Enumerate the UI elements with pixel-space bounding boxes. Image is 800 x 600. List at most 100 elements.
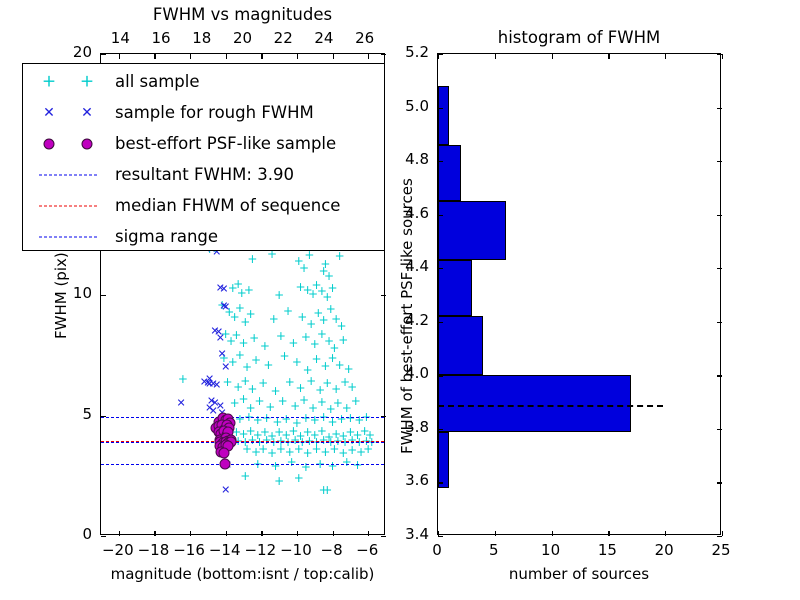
scatter-point: +: [302, 362, 313, 377]
circle-icon: [81, 138, 93, 149]
hist-y-tick-label: 4.0: [405, 364, 429, 383]
scatter-point: +: [307, 286, 318, 301]
hist-y-tick-label: 4.8: [405, 150, 429, 169]
scatter-point: +: [318, 313, 329, 328]
scatter-point: +: [297, 309, 308, 324]
hist-y-tick-right: [717, 54, 722, 56]
hist-x-tick: [665, 531, 667, 536]
hist-y-tick: [438, 428, 443, 431]
scatter-point: [217, 412, 229, 424]
scatter-point: [213, 420, 225, 432]
scatter-point: +: [240, 373, 251, 388]
scatter-point: ✕: [205, 372, 215, 386]
hist-x-tick-top: [608, 54, 610, 59]
scatter-point: +: [238, 391, 249, 406]
scatter-point: +: [331, 426, 342, 441]
scatter-point: +: [356, 444, 367, 459]
scatter-point: [214, 434, 226, 446]
x-tick-label-top: 16: [151, 29, 171, 47]
scatter-point: +: [316, 395, 327, 410]
scatter-point: +: [347, 432, 358, 447]
hist-y-tick-right: [717, 107, 722, 109]
legend-entry: resultant FWHM: 3.90: [23, 159, 384, 190]
legend-entry: ✕ ✕ sample for rough FWHM: [23, 97, 384, 128]
scatter-point: +: [331, 312, 342, 327]
scatter-point: +: [242, 442, 253, 457]
scatter-point: +: [320, 256, 331, 271]
dashdot-line-icon: [39, 236, 97, 237]
x-tick-bottom: [368, 531, 370, 536]
scatter-point: +: [268, 312, 279, 327]
scatter-point: +: [291, 355, 302, 370]
legend-marker-dashed-line-icon: [23, 190, 115, 221]
scatter-point: ✕: [221, 300, 231, 314]
scatter-point: +: [238, 426, 249, 441]
scatter-point: +: [227, 280, 238, 295]
y-tick-label-left: 10: [72, 284, 92, 302]
scatter-point: +: [311, 442, 322, 457]
scatter-point: +: [236, 285, 247, 300]
hist-x-tick: [438, 531, 440, 536]
x-tick-label-top: 22: [273, 29, 293, 47]
scatter-point: +: [247, 432, 258, 447]
scatter-point: +: [288, 424, 299, 439]
hist-x-tick-top: [551, 54, 553, 59]
scatter-point: +: [259, 338, 270, 353]
scatter-point: +: [222, 374, 233, 389]
hist-y-tick: [438, 54, 443, 56]
histogram-bar: [438, 375, 632, 432]
scatter-point: +: [234, 301, 245, 316]
scatter-point: +: [338, 332, 349, 347]
hist-x-tick-label: 5: [489, 541, 499, 559]
hist-y-tick-right: [717, 536, 722, 538]
x-tick-label-top: 20: [232, 29, 253, 47]
scatter-point: [224, 417, 236, 429]
sigma-upper-line: [101, 416, 384, 418]
circle-icon: [43, 138, 55, 149]
scatter-point: [221, 429, 233, 441]
x-tick-label-bottom: −8: [320, 541, 343, 559]
scatter-point: [210, 422, 222, 434]
scatter-point: +: [274, 288, 285, 302]
x-tick-bottom-inner: [332, 54, 334, 59]
scatter-point: ✕: [215, 281, 225, 295]
x-tick-label-top: 14: [110, 29, 130, 47]
scatter-point: ✕: [212, 418, 222, 432]
hist-y-tick-right: [717, 321, 722, 323]
scatter-point: ✕: [217, 347, 227, 361]
scatter-point: +: [347, 443, 358, 458]
hist-x-tick: [551, 531, 553, 536]
scatter-point: ✕: [212, 378, 222, 392]
scatter-point: ✕: [219, 282, 229, 296]
histogram-bar: [438, 86, 450, 146]
scatter-point: +: [247, 251, 258, 266]
scatter-point: +: [364, 427, 375, 442]
scatter-point: +: [302, 283, 313, 298]
hist-y-tick: [438, 536, 443, 538]
scatter-point: +: [290, 398, 301, 413]
hist-x-tick-top: [494, 54, 496, 59]
x-tick-bottom-inner: [296, 54, 299, 59]
scatter-point: +: [247, 381, 258, 396]
hist-y-tick: [438, 214, 443, 216]
hist-x-tick-top: [665, 54, 667, 59]
legend-entry: median FHWM of sequence: [23, 190, 384, 221]
legend-marker-dashed-line-icon: [23, 159, 115, 190]
scatter-point: +: [343, 361, 354, 376]
x-tick-bottom-inner: [118, 54, 120, 59]
scatter-point: +: [229, 396, 240, 411]
scatter-point: +: [231, 327, 242, 342]
scatter-point: [218, 447, 230, 459]
legend-marker-circle-icon: [23, 128, 115, 159]
x-tick-label-top: 24: [314, 29, 334, 47]
scatter-point: +: [245, 401, 256, 416]
scatter-point: [213, 426, 225, 438]
scatter-point: ✕: [210, 324, 220, 338]
legend-marker-cross-icon: ✕ ✕: [23, 97, 115, 128]
scatter-point: +: [300, 410, 311, 425]
scatter-point: +: [266, 445, 278, 460]
scatter-point: +: [350, 394, 361, 409]
scatter-point: +: [338, 445, 349, 460]
scatter-point: ✕: [205, 401, 215, 415]
x-tick-bottom-inner: [190, 54, 192, 59]
